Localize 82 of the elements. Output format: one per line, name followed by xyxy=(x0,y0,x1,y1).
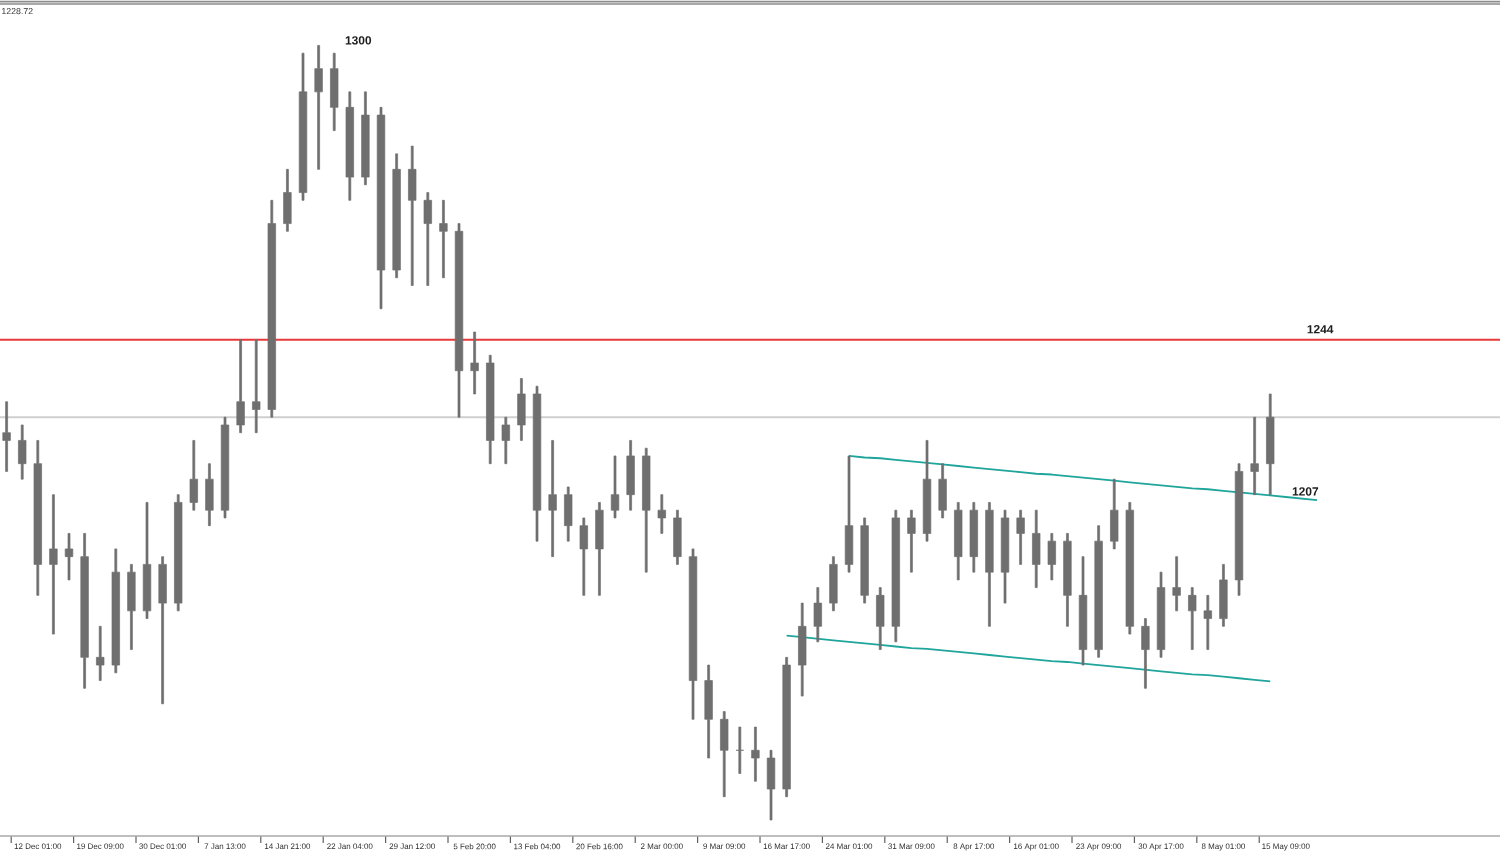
candlestick xyxy=(361,91,370,186)
candlestick xyxy=(423,192,432,286)
candlestick xyxy=(1250,416,1259,496)
candlestick xyxy=(49,494,58,635)
candlestick xyxy=(657,494,666,534)
candlestick xyxy=(1219,564,1228,627)
candlestick xyxy=(127,564,136,650)
candlestick xyxy=(813,587,822,643)
candlestick xyxy=(907,509,916,573)
candlestick xyxy=(517,378,526,441)
candlestick xyxy=(486,354,495,465)
candlestick xyxy=(18,424,27,480)
candlestick xyxy=(969,502,978,573)
candlestick xyxy=(1125,502,1134,635)
candlestick xyxy=(267,199,276,418)
candlestick xyxy=(1000,509,1010,604)
candlestick xyxy=(751,726,760,782)
candlestick xyxy=(1266,393,1275,496)
candlestick xyxy=(205,463,214,526)
candlestick xyxy=(860,517,869,604)
candlestick xyxy=(314,45,323,170)
candlestick xyxy=(688,548,698,720)
candlestick xyxy=(189,440,198,511)
candlestick xyxy=(922,440,932,542)
candlestick xyxy=(392,153,401,279)
candlestick xyxy=(454,223,464,418)
candlestick xyxy=(704,664,713,759)
candlestick xyxy=(501,416,510,465)
candlestick xyxy=(1032,509,1041,588)
candlestick xyxy=(844,455,854,573)
candlestick xyxy=(96,626,105,681)
candlestick xyxy=(938,463,947,519)
candlestick xyxy=(532,385,542,542)
candlestick xyxy=(1141,618,1150,689)
candlestick xyxy=(798,602,807,697)
candlestick xyxy=(642,447,651,573)
candlestick xyxy=(876,587,885,650)
candlestick xyxy=(439,199,448,279)
candlestick xyxy=(1188,587,1197,650)
candlestick xyxy=(283,168,292,232)
candlestick xyxy=(408,145,417,286)
candlestick xyxy=(1203,595,1212,650)
candlestick xyxy=(1016,509,1025,565)
candlestick xyxy=(470,331,479,395)
candlestick xyxy=(220,416,230,519)
candlestick xyxy=(174,494,183,612)
candlestick xyxy=(1172,556,1181,612)
candlestick xyxy=(252,339,261,434)
candlestick xyxy=(376,107,386,310)
candlestick xyxy=(579,517,588,596)
candlestick xyxy=(64,533,74,581)
candlestick xyxy=(1078,556,1088,666)
candlestick xyxy=(1110,478,1119,550)
candlestick xyxy=(610,455,620,519)
candlestick xyxy=(1094,525,1103,658)
candlestick xyxy=(673,509,682,565)
candlestick xyxy=(33,440,42,596)
candlestick xyxy=(766,749,776,821)
candlestick xyxy=(954,502,963,581)
candlestick xyxy=(111,548,120,674)
candlestick xyxy=(298,52,308,201)
candlestick xyxy=(80,533,89,689)
candlestick xyxy=(330,52,339,131)
candlestick xyxy=(720,711,729,798)
candlestick xyxy=(1156,571,1166,658)
candlestick xyxy=(891,509,900,643)
candlestick xyxy=(564,486,573,542)
candlestick xyxy=(829,556,838,612)
candlestick xyxy=(1234,463,1244,596)
candlestick xyxy=(782,656,791,798)
candlestick xyxy=(142,502,152,619)
candlestick xyxy=(345,91,354,201)
candlestick xyxy=(236,339,245,434)
candlestick xyxy=(985,502,994,627)
candlestick xyxy=(735,726,744,774)
candlestick xyxy=(595,502,604,596)
candlestick xyxy=(1047,533,1056,581)
candlestick xyxy=(626,440,635,511)
candlestick xyxy=(2,401,11,472)
candlestick xyxy=(158,556,167,705)
candlestick xyxy=(1063,533,1072,627)
candlestick xyxy=(548,440,557,557)
